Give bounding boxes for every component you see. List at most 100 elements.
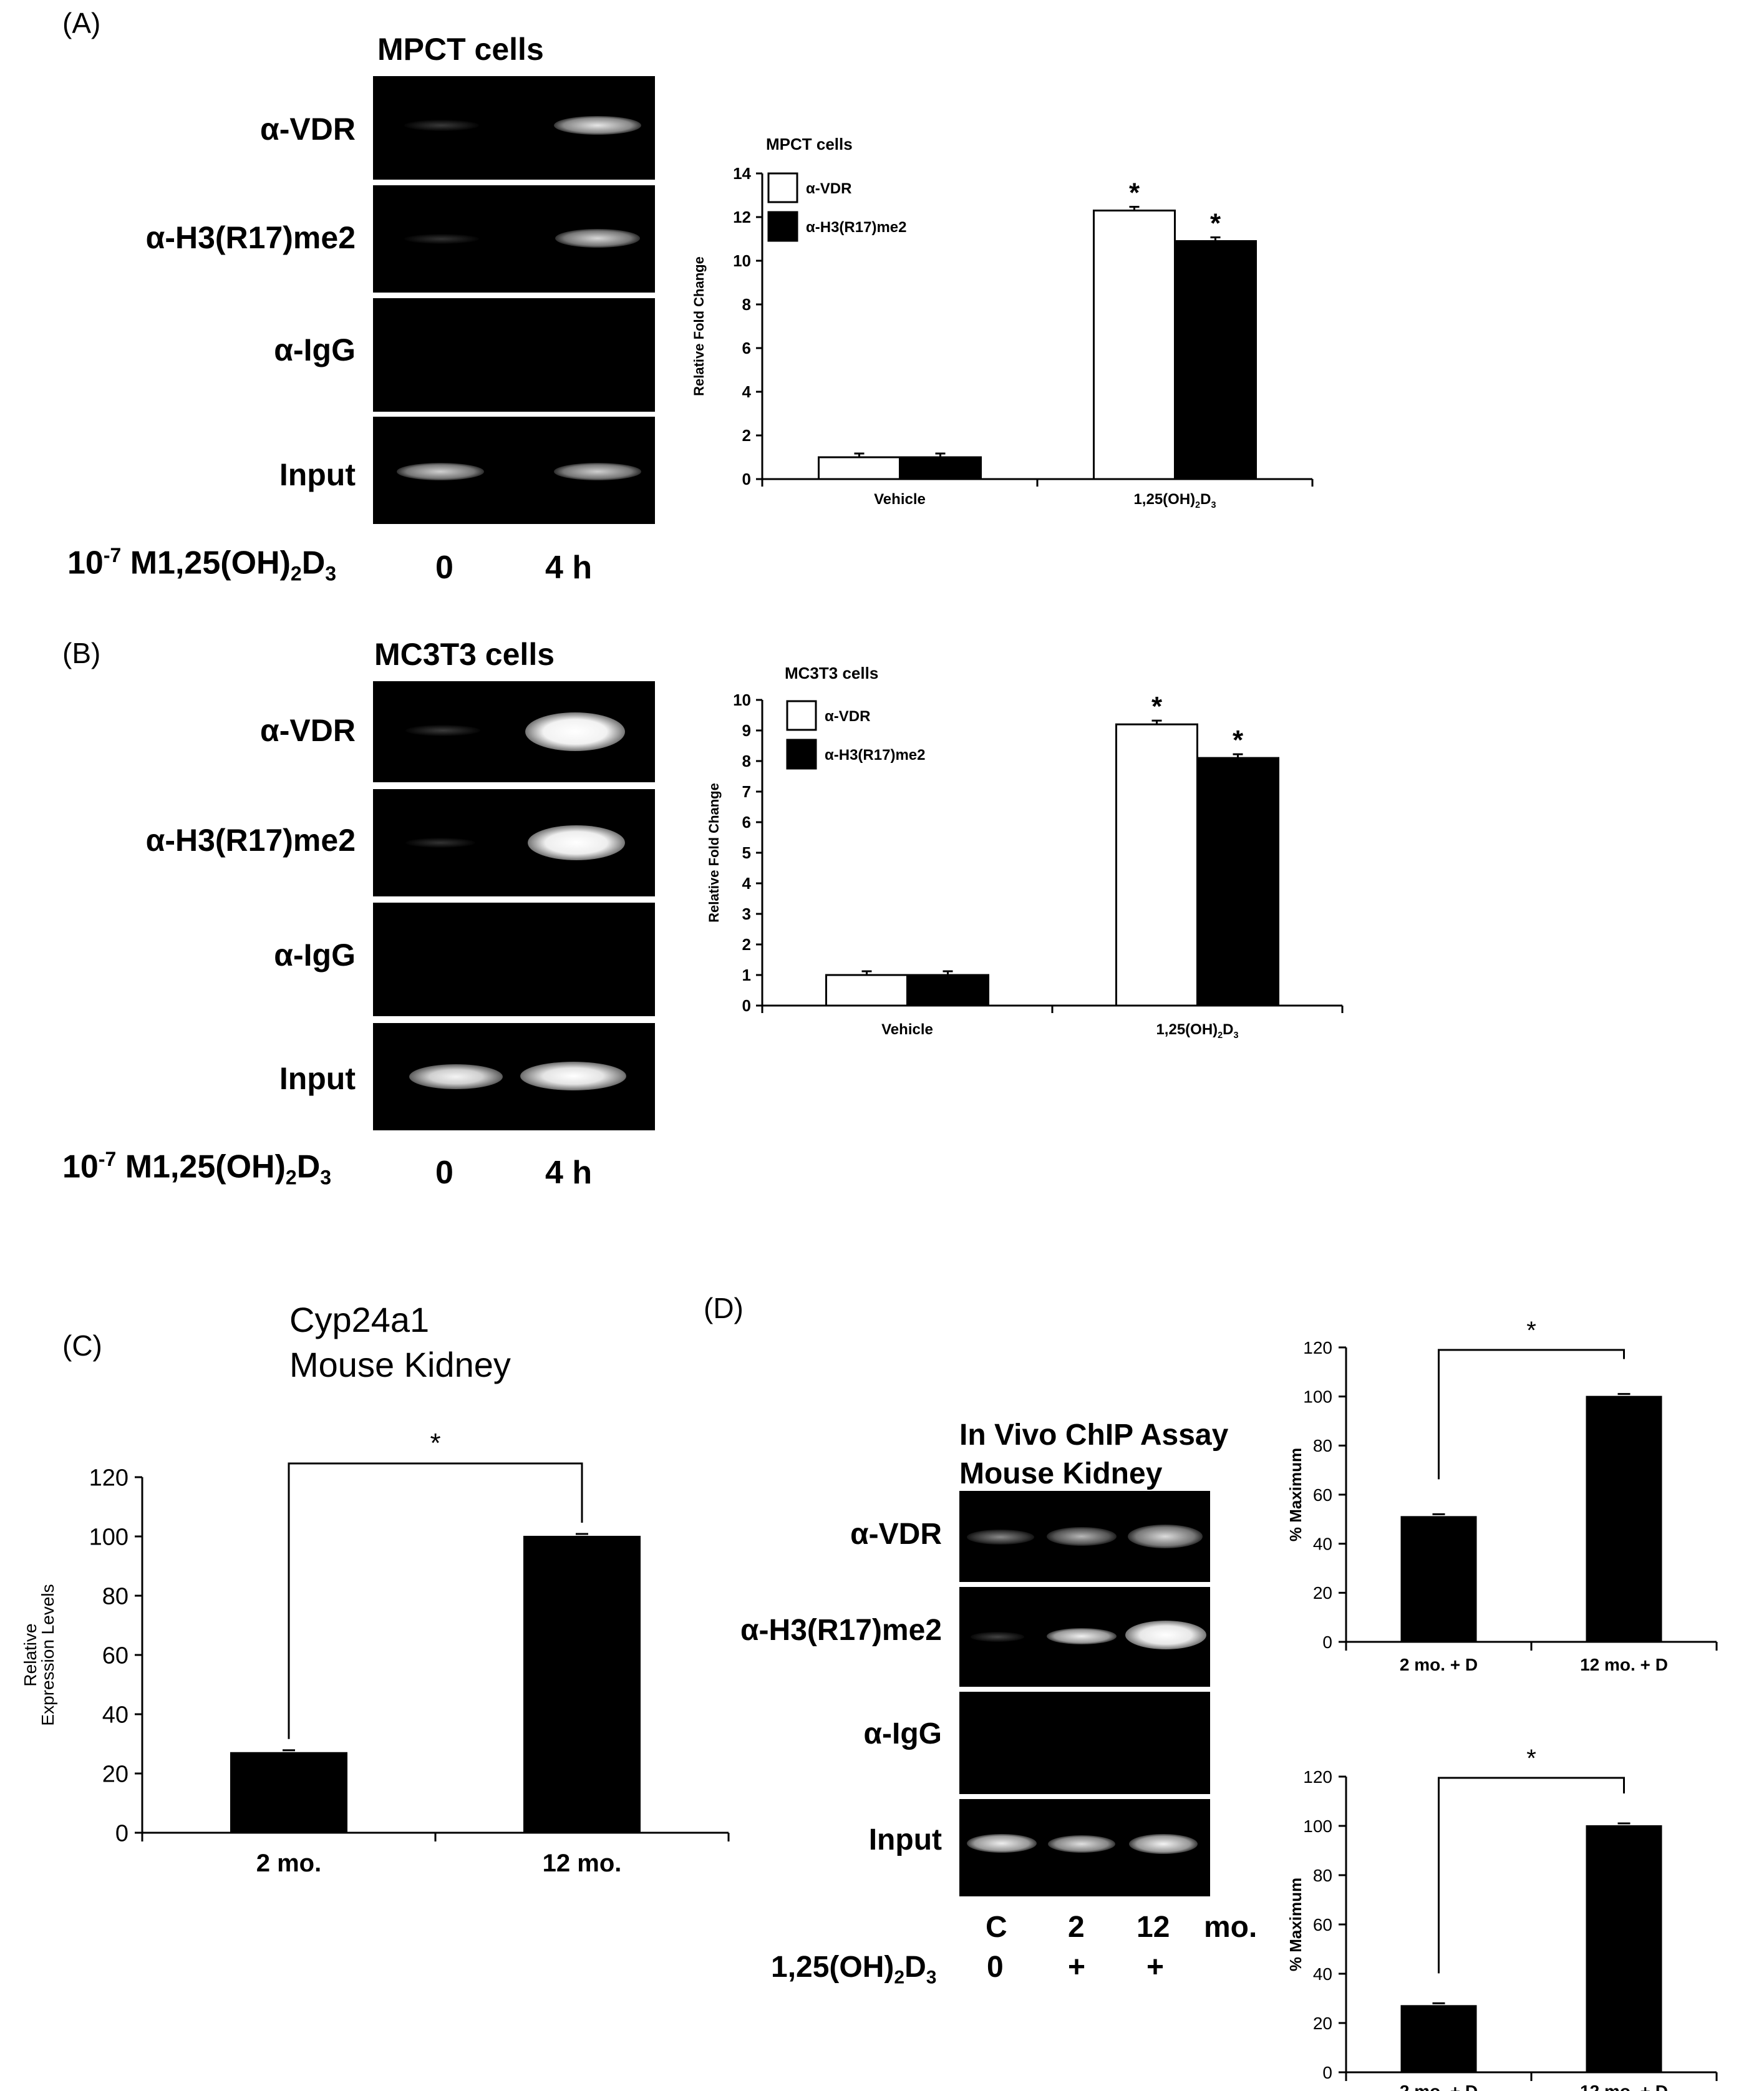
panel-a-time-0: 0 [435, 550, 453, 586]
B-chart-ylabel: Relative Fold Change [706, 783, 722, 923]
A-chart-legend-label: α-H3(R17)me2 [806, 219, 906, 236]
panel-b-gel-vdr [373, 681, 655, 782]
B-chart-ytick-label: 0 [742, 996, 751, 1015]
band [967, 1530, 1034, 1545]
A-chart-ylabel: Relative Fold Change [691, 256, 707, 396]
B-chart-category-label: 1,25(OH)2D3 [1156, 1021, 1238, 1041]
band [1129, 1834, 1198, 1854]
C-chart-ytick-label: 20 [102, 1761, 128, 1787]
panel-a-lane-h3: α-H3(R17)me2 [145, 220, 356, 255]
B-chart-ytick-label: 6 [742, 813, 751, 832]
D-chart-top-ytick-label: 60 [1313, 1485, 1332, 1505]
B-chart-bar-vdr-1 [1115, 723, 1198, 1007]
band [397, 463, 484, 480]
B-chart-ytick-label: 1 [742, 966, 751, 984]
D-chart-top-category-label: 12 mo. + D [1580, 1655, 1668, 1674]
C-chart-category-label: 12 mo. [543, 1850, 622, 1877]
B-chart-bar-h3-0 [906, 974, 989, 1007]
A-chart-legend-swatch [767, 172, 798, 203]
A-chart-ytick-label: 2 [742, 426, 751, 445]
C-chart-significance-star: * [430, 1428, 440, 1458]
A-chart-ytick-label: 0 [742, 470, 751, 488]
panel-d-col-mo: mo. [1204, 1911, 1258, 1944]
panel-b-lane-h3: α-H3(R17)me2 [145, 823, 356, 858]
panel-b-letter: (B) [62, 637, 101, 669]
D-chart-bottom-significance-star: * [1526, 1745, 1536, 1772]
C-chart-ytick-label: 80 [102, 1583, 128, 1609]
B-chart-title: MC3T3 cells [785, 664, 878, 682]
D-chart-top-ytick-label: 120 [1303, 1338, 1332, 1357]
D-chart-bottom-ylabel: % Maximum [1286, 1878, 1305, 1971]
D-chart-bottom-category-label: 12 mo. + D [1580, 2082, 1668, 2091]
C-chart-ylabel-line2: Expression Levels [38, 1584, 57, 1725]
B-chart-ytick-label: 5 [742, 843, 751, 862]
band [405, 838, 475, 848]
band [555, 229, 640, 248]
panel-d-treatment-label: 1,25(OH)2D3 [771, 1951, 937, 1988]
panel-c-letter: (C) [62, 1329, 102, 1362]
band [405, 725, 480, 736]
A-chart-bar-vdr-1 [1093, 210, 1176, 480]
D-chart-bottom-ytick-label: 120 [1303, 1767, 1332, 1787]
band [967, 1834, 1037, 1853]
panel-a-gel-input [373, 417, 655, 524]
A-chart-bar-h3-1 [1174, 240, 1257, 480]
C-chart-ytick-label: 100 [89, 1524, 128, 1550]
B-chart-legend-swatch [786, 739, 817, 770]
panel-d-gel-h3 [959, 1587, 1210, 1687]
band [528, 825, 625, 860]
A-chart-bar-h3-0 [899, 456, 982, 480]
D-chart-top-bar-1 [1586, 1395, 1662, 1643]
D-chart-top-category-label: 2 mo. + D [1400, 1655, 1478, 1674]
D-chart-top-significance-star: * [1526, 1317, 1536, 1344]
B-chart-ytick-label: 2 [742, 935, 751, 954]
C-chart-ylabel-line1: Relative [21, 1623, 40, 1686]
C-chart-ytick-label: 60 [102, 1642, 128, 1669]
D-chart-bottom-bar-1 [1586, 1825, 1662, 2073]
band [404, 234, 479, 244]
A-chart-ytick-label: 4 [742, 382, 752, 401]
band [1048, 1835, 1115, 1853]
panel-b-lane-igg: α-IgG [274, 938, 356, 973]
A-chart-category-label: 1,25(OH)2D3 [1133, 491, 1216, 510]
D-chart-top-ytick-label: 20 [1313, 1583, 1332, 1603]
panel-d-gel-title-line2: Mouse Kidney [959, 1457, 1163, 1490]
panel-a-lane-input: Input [279, 457, 356, 492]
D-chart-bottom-category-label: 2 mo. + D [1400, 2082, 1478, 2091]
B-chart-ytick-label: 9 [742, 721, 751, 740]
D-chart-bottom-ytick-label: 0 [1322, 2063, 1332, 2082]
panel-c-title-line1: Cyp24a1 [289, 1300, 430, 1339]
A-chart-significance-star: * [1210, 208, 1221, 239]
panel-d-col-2: 2 [1068, 1911, 1085, 1944]
panel-b-lane-input: Input [279, 1061, 356, 1096]
band [971, 1632, 1024, 1642]
panel-d-gel-vdr [959, 1491, 1210, 1582]
band [554, 116, 641, 135]
panel-d-treat-plus-1: + [1068, 1951, 1086, 1984]
panel-a-lane-igg: α-IgG [274, 332, 356, 367]
band [409, 1064, 503, 1089]
band [554, 463, 641, 480]
B-chart-ytick-label: 3 [742, 905, 751, 923]
panel-a-gel-igg [373, 298, 655, 412]
panel-a-gel-title: MPCT cells [377, 32, 544, 67]
panel-b-gel-input [373, 1023, 655, 1130]
panel-d-letter: (D) [704, 1292, 744, 1324]
A-chart-legend-label: α-VDR [806, 180, 851, 197]
A-chart-significance-star: * [1129, 178, 1140, 208]
panel-b-gel-igg [373, 903, 655, 1016]
panel-d-treat-plus-2: + [1146, 1951, 1165, 1984]
C-chart-category-label: 2 mo. [256, 1850, 321, 1877]
panel-b-gel-title: MC3T3 cells [374, 637, 555, 672]
D-chart-bottom-ytick-label: 60 [1313, 1915, 1332, 1934]
B-chart-significance-star: * [1151, 691, 1163, 722]
panel-a-letter: (A) [62, 7, 101, 39]
panel-a-gel-h3 [373, 185, 655, 293]
panel-a-treatment-label: 10-7 M1,25(OH)2D3 [67, 544, 337, 585]
C-chart-ytick-label: 0 [115, 1820, 128, 1846]
band [520, 1062, 626, 1090]
panel-d-gel-input [959, 1799, 1210, 1896]
B-chart-bar-h3-1 [1196, 757, 1279, 1007]
C-chart-ytick-label: 40 [102, 1702, 128, 1728]
A-chart-category-label: Vehicle [874, 491, 926, 508]
